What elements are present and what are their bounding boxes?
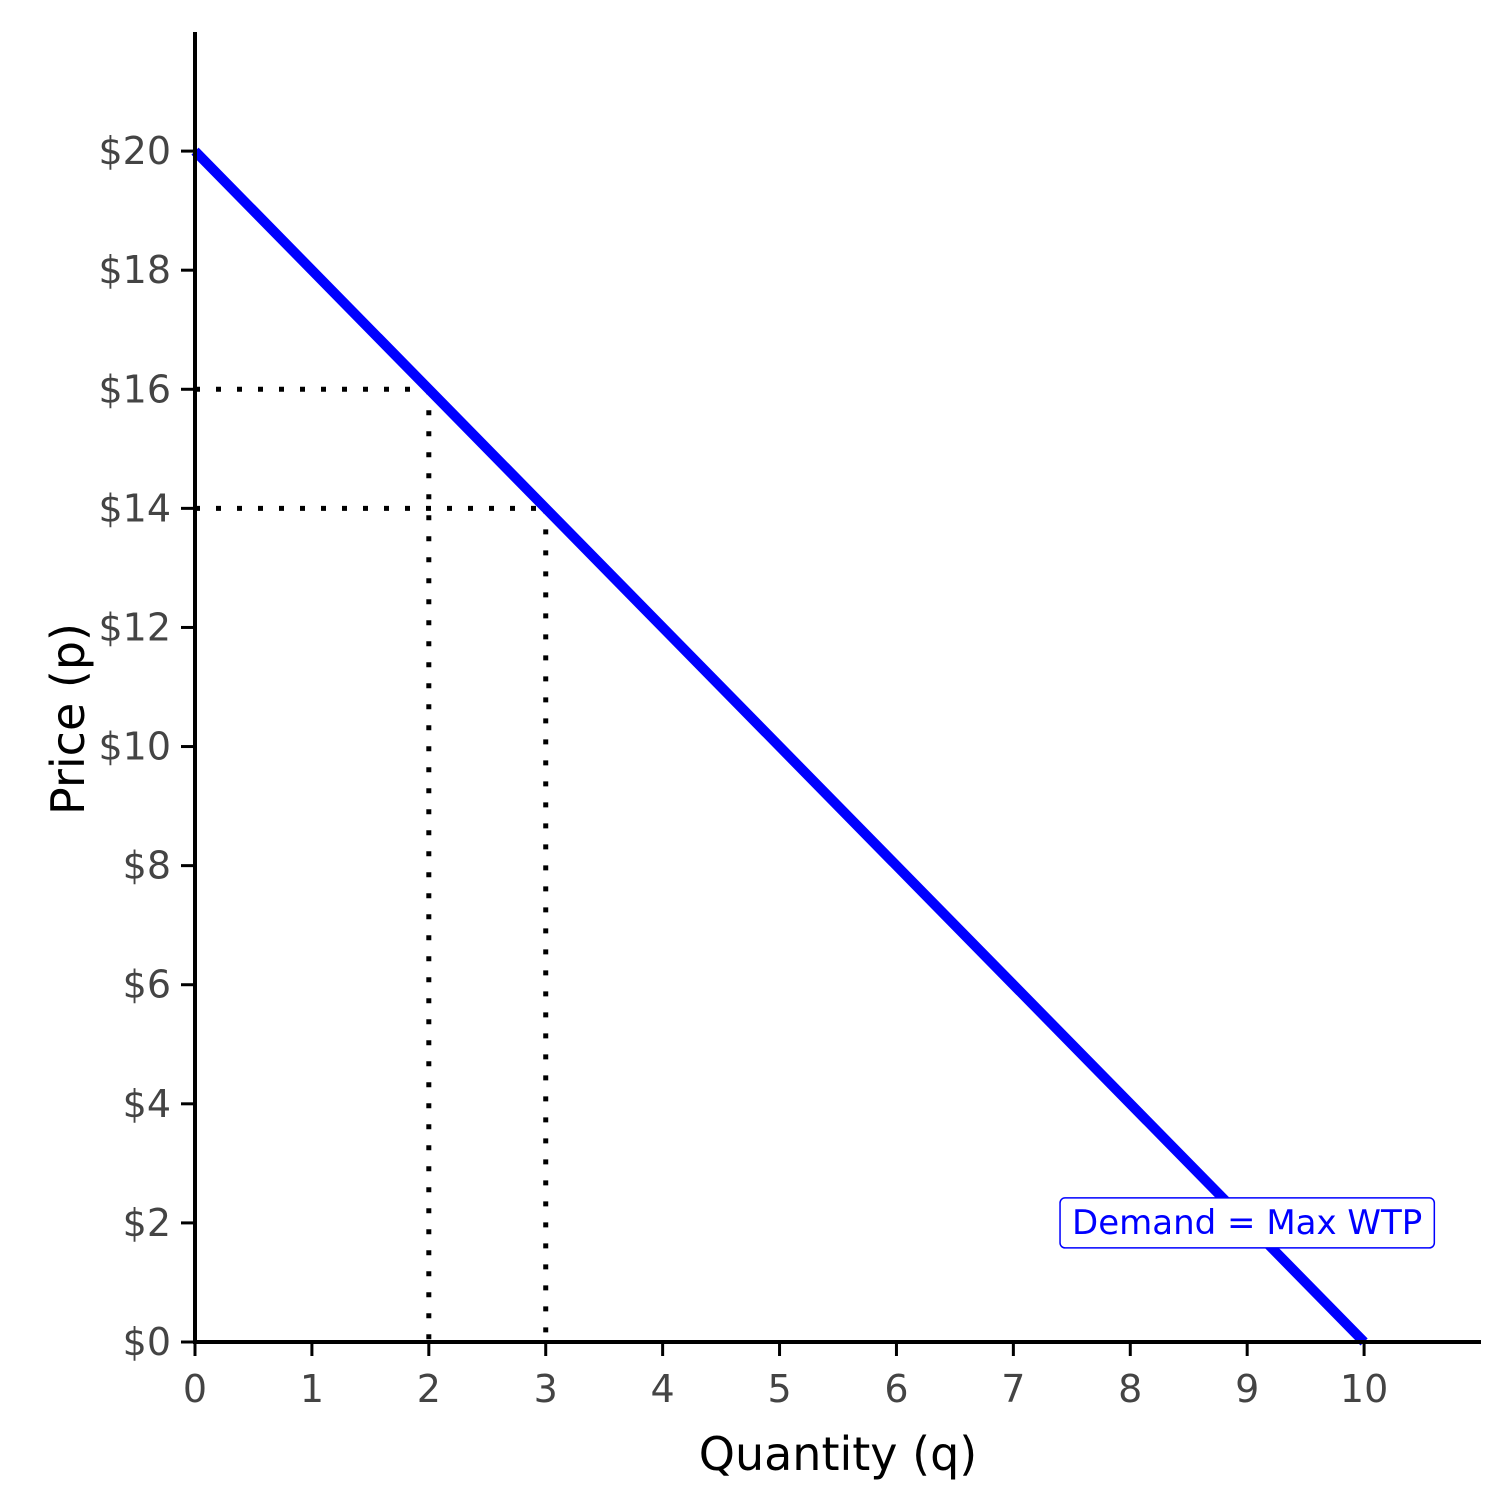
y-axis-title: Price (p) [41, 623, 95, 815]
x-ticks: 0 1 2 3 4 5 6 7 8 9 10 [183, 1342, 1388, 1411]
y-tick-label: $2 [123, 1201, 171, 1245]
x-axis-title: Quantity (q) [699, 1427, 978, 1481]
x-tick-label: 1 [300, 1367, 324, 1411]
x-tick-label: 0 [183, 1367, 207, 1411]
y-tick-label: $0 [123, 1320, 171, 1364]
x-tick-label: 9 [1235, 1367, 1259, 1411]
y-tick-label: $8 [123, 844, 171, 888]
y-tick-label: $12 [98, 605, 171, 649]
y-tick-label: $10 [98, 725, 171, 769]
x-tick-label: 7 [1001, 1367, 1025, 1411]
annotation-box [1059, 1197, 1436, 1249]
x-tick-label: 4 [651, 1367, 675, 1411]
guide-lines [195, 386, 549, 1342]
y-tick-label: $6 [123, 963, 171, 1007]
axes [193, 32, 1481, 1344]
y-ticks: $0 $2 $4 $6 $8 $10 $12 $14 $16 $18 $20 [98, 129, 195, 1364]
demand-line [191, 147, 1368, 1346]
x-tick-label: 5 [767, 1367, 791, 1411]
y-tick-label: $20 [98, 129, 171, 173]
y-tick-label: $14 [98, 486, 171, 530]
demand-annotation: Demand = Max WTP [1059, 1197, 1436, 1249]
y-tick-label: $4 [123, 1082, 171, 1126]
y-tick-label: $18 [98, 248, 171, 292]
series-layer [191, 147, 1368, 1346]
x-tick-label: 10 [1340, 1367, 1388, 1411]
annotation-label: Demand = Max WTP [1072, 1203, 1422, 1243]
x-tick-label: 6 [884, 1367, 908, 1411]
x-tick-label: 2 [417, 1367, 441, 1411]
x-tick-label: 8 [1118, 1367, 1142, 1411]
x-tick-label: 3 [534, 1367, 558, 1411]
y-tick-label: $16 [98, 367, 171, 411]
